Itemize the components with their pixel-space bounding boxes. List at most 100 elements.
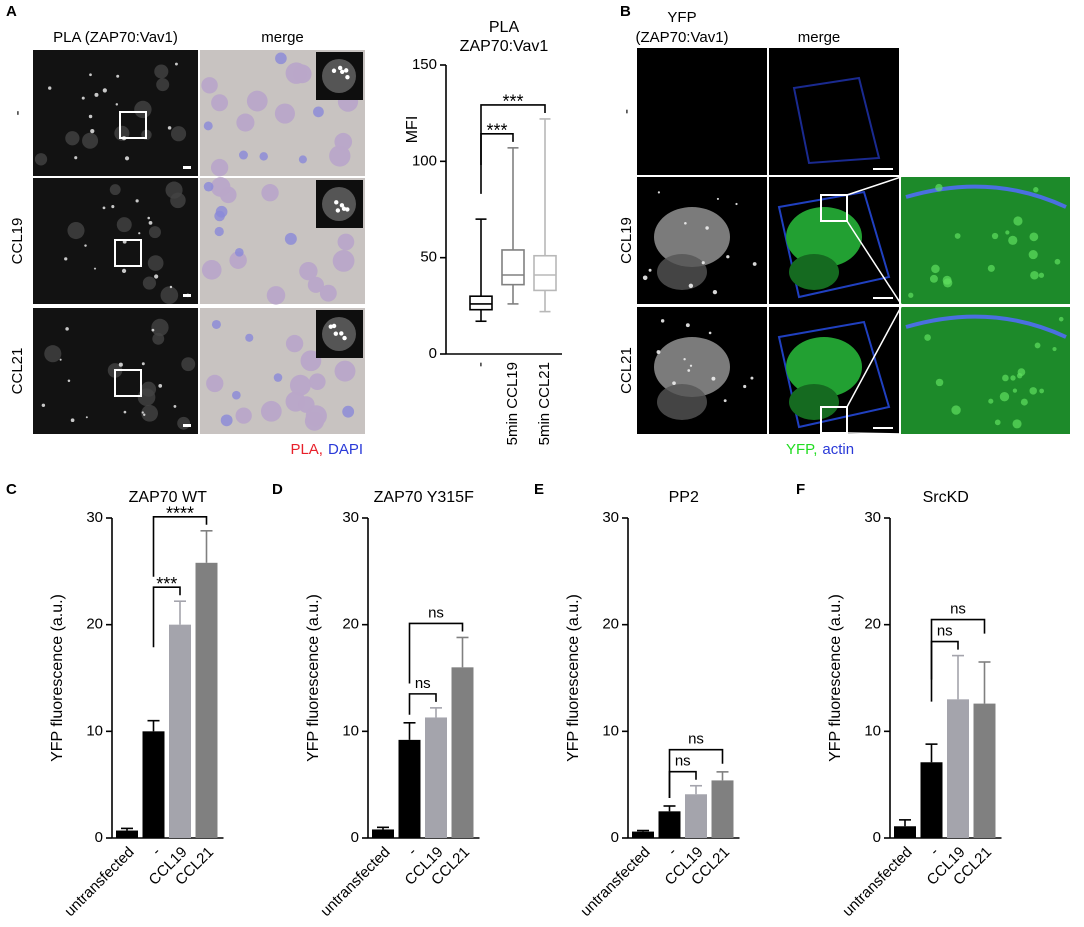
y-tick-label: 0 — [611, 829, 619, 846]
cell — [111, 205, 115, 209]
cell — [943, 278, 953, 288]
significance-bracket — [668, 748, 724, 798]
cell — [81, 96, 85, 100]
x-tick-label: untransfected — [317, 844, 393, 920]
yfp-cell — [654, 207, 730, 267]
column-subtitle: (ZAP70:Vav1) — [635, 29, 728, 46]
inset-spot — [339, 203, 345, 208]
cell — [41, 403, 46, 408]
cell — [135, 199, 139, 203]
y-tick-label: 10 — [86, 722, 103, 739]
significance-label: ns — [937, 623, 953, 640]
cell — [169, 285, 173, 289]
cell — [1038, 272, 1045, 278]
y-axis-label: YFP fluorescence (a.u.) — [827, 594, 844, 762]
significance-label: ns — [688, 731, 704, 748]
cell — [211, 319, 221, 329]
scale-bar — [183, 166, 191, 169]
column-label: PLA (ZAP70:Vav1) — [53, 29, 178, 46]
cell — [134, 100, 152, 119]
legend-text: PLA, — [290, 441, 323, 458]
y-tick-label: 30 — [86, 509, 103, 526]
bar — [398, 739, 421, 838]
cell — [994, 419, 1001, 426]
y-tick-label: 30 — [602, 509, 619, 526]
box — [533, 254, 557, 292]
cell — [138, 232, 141, 235]
merge-cell — [786, 337, 862, 397]
inset-spot — [342, 335, 347, 341]
cell — [657, 191, 661, 194]
cell — [156, 78, 170, 92]
cell — [1030, 270, 1039, 280]
cell — [174, 62, 178, 66]
cell — [660, 319, 665, 323]
cell — [85, 416, 88, 419]
zoom-image — [901, 307, 1070, 434]
cell — [234, 247, 244, 257]
cell — [141, 362, 145, 366]
image-legend: PLA, DAPI — [290, 441, 363, 458]
y-tick-label: 0 — [95, 829, 103, 846]
bar — [142, 731, 165, 838]
inset-spot — [331, 323, 337, 329]
actin-outline — [792, 76, 881, 165]
bar — [973, 703, 996, 838]
cell — [705, 226, 709, 230]
cell — [1008, 235, 1018, 245]
x-tick-label: - — [405, 844, 421, 860]
cell — [34, 153, 48, 166]
y-tick-label: 10 — [602, 722, 619, 739]
cell — [232, 390, 241, 400]
x-tick-label: untransfected — [577, 844, 653, 920]
cell — [143, 413, 146, 416]
cell — [284, 232, 297, 245]
cell — [275, 52, 287, 65]
inset-spot — [333, 331, 339, 336]
cell — [109, 184, 121, 196]
cell — [220, 414, 233, 427]
merge-cell — [789, 254, 839, 290]
cell — [206, 374, 224, 393]
cell — [298, 155, 307, 164]
x-tick-label: untransfected — [61, 844, 137, 920]
zoom-line — [846, 432, 902, 435]
y-tick-label: 10 — [864, 722, 881, 739]
cell — [64, 257, 68, 261]
legend-text: YFP, — [786, 441, 817, 458]
cell — [305, 405, 327, 427]
zoom-line — [846, 220, 902, 305]
cell — [750, 376, 754, 380]
cell — [683, 358, 686, 361]
cell — [726, 255, 730, 259]
cell — [1054, 258, 1061, 265]
cell — [74, 156, 78, 160]
cell — [124, 156, 130, 161]
significance-label: ns — [415, 675, 431, 692]
cell — [951, 405, 961, 415]
cell — [1005, 230, 1010, 235]
cell — [65, 131, 80, 146]
yfp-cell — [657, 254, 707, 290]
cell — [752, 262, 757, 266]
cell — [337, 233, 355, 251]
cell — [137, 388, 156, 407]
cell — [211, 94, 229, 112]
cell — [89, 73, 92, 77]
cell — [238, 150, 248, 160]
y-tick-label: 30 — [342, 509, 359, 526]
cell — [90, 128, 95, 134]
inset-cell — [322, 59, 356, 93]
cell — [285, 62, 308, 84]
column-label: YFP — [667, 9, 696, 26]
cell — [716, 197, 720, 201]
cell — [261, 184, 279, 202]
cell — [259, 152, 268, 161]
y-tick-label: 30 — [864, 509, 881, 526]
panel-letter: C — [6, 481, 17, 498]
cell — [84, 244, 87, 247]
cell — [743, 384, 747, 389]
zoom-line — [846, 306, 902, 408]
cell — [1039, 388, 1045, 394]
y-tick-label: 0 — [873, 829, 881, 846]
